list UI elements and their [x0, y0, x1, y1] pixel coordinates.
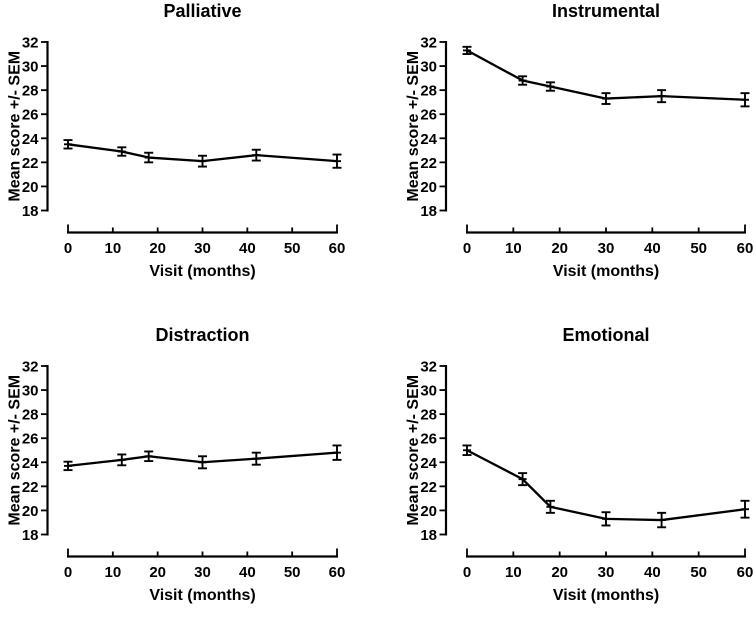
- x-tick-label: 40: [239, 240, 256, 257]
- x-tick-label: 10: [104, 564, 121, 581]
- y-tick-label: 28: [22, 83, 39, 100]
- chart-title: Emotional: [562, 325, 649, 345]
- x-tick-label: 30: [194, 564, 211, 581]
- panel-instrumental: Instrumental Mean score +/- SEM Visit (m…: [378, 0, 755, 310]
- panel-distraction: Distraction Mean score +/- SEM Visit (mo…: [0, 310, 378, 617]
- y-tick-label: 30: [22, 383, 39, 400]
- y-tick-label: 20: [420, 179, 437, 196]
- x-tick-label: 40: [644, 240, 661, 257]
- x-tick-label: 30: [598, 240, 615, 257]
- plot-area: 18 20 22 24 26 28 30 32 0 10 20 30 40 50 60: [420, 359, 753, 582]
- y-tick-label: 22: [22, 155, 39, 172]
- y-tick-label: 30: [420, 59, 437, 76]
- plot-area: 18 20 22 24 26 28 30 32 0 10 20 30 40 50 60: [22, 359, 346, 582]
- y-tick-label: 20: [420, 503, 437, 520]
- plot-area: 18 20 22 24 26 28 30 32 0 10 20 30 40 50 60: [22, 35, 346, 258]
- y-tick-label: 22: [420, 155, 437, 172]
- x-tick-label: 20: [551, 564, 568, 581]
- y-tick-label: 24: [420, 455, 437, 472]
- y-axis-label: Mean score +/- SEM: [405, 51, 422, 202]
- x-tick-label: 30: [598, 564, 615, 581]
- x-tick-label: 50: [690, 564, 707, 581]
- x-axis-label: Visit (months): [149, 587, 255, 604]
- y-tick-label: 18: [420, 527, 437, 544]
- x-tick-label: 0: [463, 564, 471, 581]
- instrumental-chart: Instrumental Mean score +/- SEM Visit (m…: [405, 1, 753, 280]
- y-tick-label: 18: [420, 203, 437, 220]
- y-tick-label: 20: [22, 179, 39, 196]
- y-tick-label: 32: [420, 359, 437, 376]
- plot-area: 18 20 22 24 26 28 30 32 0 10 20 30 40 50 60: [420, 35, 753, 258]
- chart-title: Distraction: [155, 325, 249, 345]
- x-tick-label: 0: [463, 240, 471, 257]
- x-tick-label: 60: [737, 564, 754, 581]
- x-tick-label: 10: [505, 240, 522, 257]
- y-tick-label: 26: [420, 107, 437, 124]
- x-tick-label: 10: [104, 240, 121, 257]
- emotional-chart: Emotional Mean score +/- SEM Visit (mont…: [405, 325, 753, 604]
- y-axis-label: Mean score +/- SEM: [405, 375, 422, 526]
- data-line: [67, 143, 338, 163]
- y-tick-label: 24: [420, 131, 437, 148]
- y-tick-label: 22: [420, 479, 437, 496]
- y-axis-label: Mean score +/- SEM: [7, 375, 24, 526]
- y-tick-label: 28: [420, 407, 437, 424]
- x-tick-label: 50: [284, 240, 301, 257]
- y-tick-label: 30: [22, 59, 39, 76]
- y-tick-label: 30: [420, 383, 437, 400]
- x-axis-label: Visit (months): [553, 587, 659, 604]
- x-axis-label: Visit (months): [553, 263, 659, 280]
- y-tick-label: 24: [22, 455, 39, 472]
- chart-title: Palliative: [163, 1, 241, 21]
- panel-palliative: Palliative Mean score +/- SEM Visit (mon…: [0, 0, 378, 310]
- data-line: [466, 449, 746, 522]
- x-tick-label: 20: [149, 564, 166, 581]
- y-tick-label: 28: [22, 407, 39, 424]
- data-line: [67, 451, 338, 468]
- panel-emotional: Emotional Mean score +/- SEM Visit (mont…: [378, 310, 755, 617]
- data-line: [466, 49, 746, 101]
- x-tick-label: 50: [690, 240, 707, 257]
- x-axis-label: Visit (months): [149, 263, 255, 280]
- x-tick-label: 60: [329, 240, 346, 257]
- x-tick-label: 40: [239, 564, 256, 581]
- y-tick-label: 26: [420, 431, 437, 448]
- x-tick-label: 40: [644, 564, 661, 581]
- chart-title: Instrumental: [552, 1, 660, 21]
- y-axis-label: Mean score +/- SEM: [7, 51, 24, 202]
- y-tick-label: 22: [22, 479, 39, 496]
- y-tick-label: 18: [22, 203, 39, 220]
- y-tick-label: 32: [22, 35, 39, 52]
- distraction-chart: Distraction Mean score +/- SEM Visit (mo…: [7, 325, 346, 604]
- x-tick-label: 60: [737, 240, 754, 257]
- y-tick-label: 32: [22, 359, 39, 376]
- y-tick-label: 26: [22, 431, 39, 448]
- y-tick-label: 28: [420, 83, 437, 100]
- y-tick-label: 18: [22, 527, 39, 544]
- y-tick-label: 26: [22, 107, 39, 124]
- x-tick-label: 10: [505, 564, 522, 581]
- y-tick-label: 24: [22, 131, 39, 148]
- x-tick-label: 20: [551, 240, 568, 257]
- x-tick-label: 0: [64, 564, 72, 581]
- palliative-chart: Palliative Mean score +/- SEM Visit (mon…: [7, 1, 346, 280]
- x-tick-label: 30: [194, 240, 211, 257]
- x-tick-label: 50: [284, 564, 301, 581]
- x-tick-label: 0: [64, 240, 72, 257]
- y-tick-label: 32: [420, 35, 437, 52]
- x-tick-label: 20: [149, 240, 166, 257]
- y-tick-label: 20: [22, 503, 39, 520]
- x-tick-label: 60: [329, 564, 346, 581]
